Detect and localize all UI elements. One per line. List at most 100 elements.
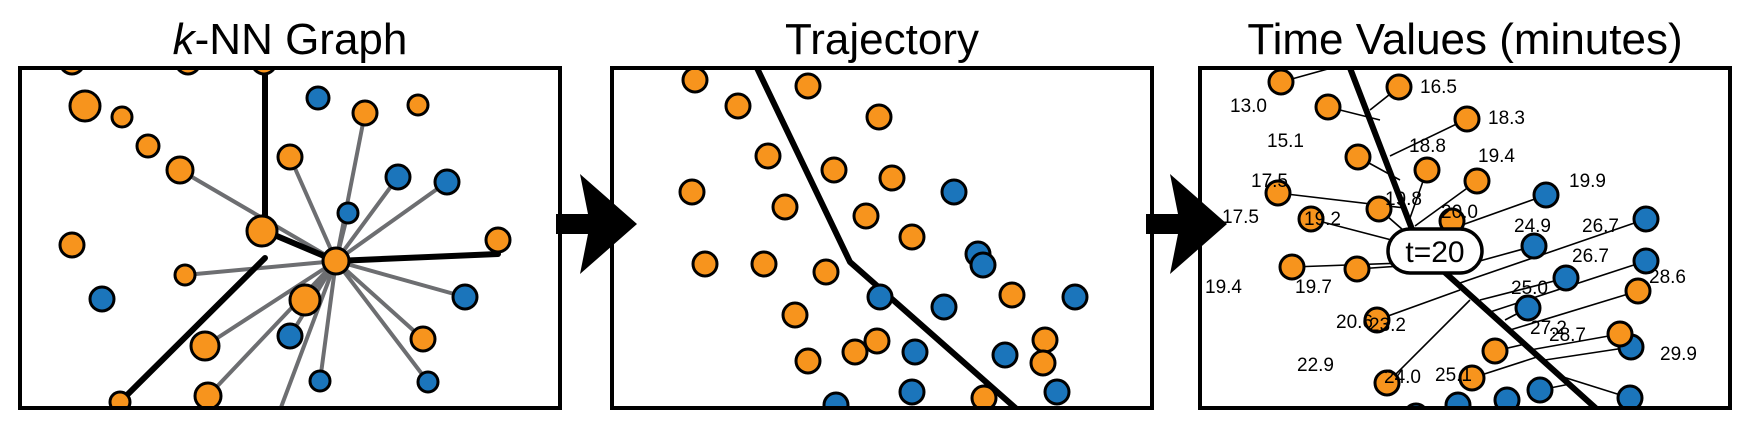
- time-point: [1616, 384, 1644, 408]
- time-point: [1453, 105, 1481, 133]
- time-point: [1343, 255, 1371, 283]
- projection-line: [1509, 290, 1639, 331]
- trajectory-point: [771, 193, 799, 221]
- knn-point: [451, 283, 479, 311]
- time-point: [1463, 167, 1491, 195]
- trajectory-point: [822, 391, 850, 408]
- knn-skeleton: [117, 68, 501, 405]
- time-value-label: 28.6: [1649, 267, 1686, 288]
- time-value-label: 22.9: [1297, 355, 1334, 376]
- trajectory-point: [678, 178, 706, 206]
- knn-point: [321, 246, 351, 276]
- knn-edge: [318, 259, 338, 383]
- knn-point: [288, 283, 322, 317]
- arrow-right-icon: [556, 174, 637, 274]
- panel2-frame: [610, 66, 1154, 410]
- time-value-labels: 13.0 16.5 15.1 18.3 17.5 18.8 19.4 19.9 17.5 19.2…: [1205, 77, 1697, 388]
- time-value-label: 27.2: [1530, 318, 1567, 339]
- trajectory-point: [991, 341, 1019, 369]
- knn-point: [433, 168, 461, 196]
- knn-edge: [334, 259, 425, 341]
- time-marker-box: [1386, 227, 1484, 275]
- trajectory-point: [691, 250, 719, 278]
- knn-point: [59, 68, 85, 76]
- time-point: [1264, 179, 1292, 207]
- time-point: [1267, 68, 1295, 96]
- knn-edge: [206, 259, 338, 398]
- time-value-label: 19.4: [1478, 146, 1515, 167]
- knn-point: [276, 322, 304, 350]
- time-value-label: 26.7: [1582, 216, 1619, 237]
- time-value-label: 29.9: [1660, 344, 1697, 365]
- panel1-title: k-NN Graph: [173, 15, 408, 64]
- knn-point: [276, 143, 304, 171]
- knn-point: [384, 163, 412, 191]
- knn-edge: [334, 175, 400, 263]
- time-value-label: 18.3: [1488, 108, 1525, 129]
- time-value-label: 13.0: [1230, 96, 1267, 117]
- time-points: [1264, 68, 1660, 408]
- knn-point: [68, 89, 102, 123]
- time-point: [1297, 205, 1325, 233]
- time-point: [1458, 364, 1486, 392]
- time-value-label: 23.2: [1369, 315, 1406, 336]
- time-point: [1344, 143, 1372, 171]
- trajectory-point: [901, 338, 929, 366]
- knn-graph-panel: [58, 68, 512, 408]
- time-point: [1606, 320, 1634, 348]
- trajectory-point: [930, 293, 958, 321]
- time-point: [1552, 264, 1580, 292]
- time-value-label: 26.7: [1572, 246, 1609, 267]
- knn-point: [308, 369, 332, 393]
- trajectory-point: [1031, 326, 1059, 354]
- panel3-title: Time Values (minutes): [1247, 15, 1682, 64]
- projection-line: [1280, 68, 1335, 83]
- time-point: [1373, 369, 1401, 397]
- knn-points: [58, 68, 512, 408]
- time-value-label: 18.8: [1409, 136, 1446, 157]
- trajectory-point: [794, 347, 822, 375]
- trajectory-point: [1029, 349, 1057, 377]
- time-value-label: 15.1: [1267, 131, 1304, 152]
- trajectory-point: [750, 250, 778, 278]
- time-point: [1632, 247, 1660, 275]
- knn-edge: [288, 155, 338, 263]
- trajectory-point: [898, 378, 926, 406]
- trajectory-point: [878, 164, 906, 192]
- time-value-label: 19.9: [1569, 171, 1606, 192]
- time-values-panel: t=20 13.0 16.5 15.1 18.3 17.5 18.8 19.4 19.9 17.…: [1205, 68, 1697, 408]
- time-value-label: 19.4: [1205, 277, 1242, 298]
- time-value-label: 16.5: [1420, 77, 1457, 98]
- time-point: [1444, 391, 1472, 408]
- time-value-label: 20.0: [1441, 202, 1478, 223]
- knn-point: [484, 226, 512, 254]
- time-point: [1363, 306, 1391, 334]
- projection-lines: [1277, 68, 1647, 399]
- projection-line: [1544, 346, 1632, 361]
- panel2-title: Trajectory: [785, 15, 979, 64]
- trajectory-point: [998, 281, 1026, 309]
- trajectory-point: [970, 384, 998, 408]
- knn-point: [58, 231, 86, 259]
- time-point: [1520, 232, 1548, 260]
- time-point: [1314, 93, 1342, 121]
- time-point: [1493, 386, 1521, 408]
- time-point: [1278, 253, 1306, 281]
- trajectory-point: [820, 156, 848, 184]
- time-value-label: 24.9: [1514, 216, 1551, 237]
- time-point: [1632, 205, 1660, 233]
- trajectory-point: [898, 223, 926, 251]
- trajectory-point: [852, 202, 880, 230]
- trajectory-point: [681, 68, 709, 94]
- trajectory-point: [863, 327, 891, 355]
- trajectory-path: [754, 68, 1021, 408]
- knn-edge: [334, 180, 449, 263]
- time-point: [1385, 73, 1413, 101]
- trajectory-point: [866, 283, 894, 311]
- time-value-label: 17.5: [1222, 207, 1259, 228]
- time-value-label: 17.5: [1251, 171, 1288, 192]
- projection-line: [1479, 277, 1567, 301]
- panel3-frame: [1198, 66, 1732, 410]
- time-value-label: 19.8: [1385, 189, 1422, 210]
- knn-point: [193, 381, 223, 408]
